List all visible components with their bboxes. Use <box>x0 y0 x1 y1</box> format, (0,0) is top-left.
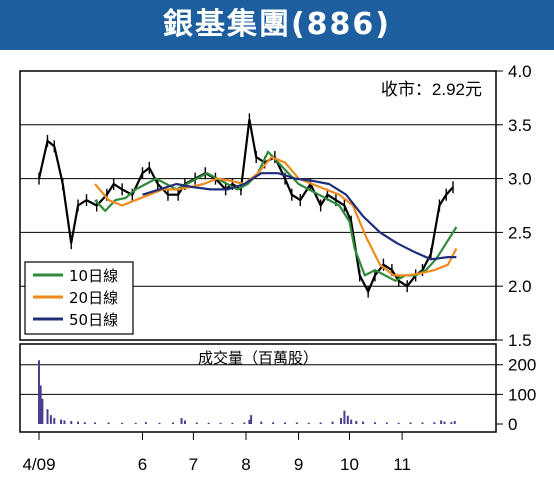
volume-bar <box>295 422 298 424</box>
price-tick-label: 1.5 <box>508 331 532 350</box>
legend-label: 50日線 <box>69 311 118 329</box>
close-price-label: 收市：2.92元 <box>381 80 482 99</box>
volume-bar <box>397 422 400 424</box>
ma-line-10日線 <box>94 150 458 282</box>
x-tick-label: 7 <box>189 455 198 474</box>
volume-bar <box>38 360 40 424</box>
volume-bar <box>433 422 436 424</box>
volume-bar <box>284 422 287 424</box>
price-line <box>37 119 454 295</box>
volume-bar <box>243 422 246 424</box>
volume-bar <box>63 420 66 424</box>
title-banner: 銀基集團(886) <box>0 0 554 50</box>
volume-title: 成交量（百萬股） <box>198 349 318 367</box>
volume-bar <box>385 422 388 424</box>
volume-bar <box>443 421 446 424</box>
volume-bar <box>41 398 44 424</box>
volume-bar <box>49 415 52 424</box>
volume-bar <box>343 410 346 424</box>
volume-bar <box>450 422 453 424</box>
volume-bar <box>60 419 63 424</box>
volume-bar <box>107 422 110 424</box>
legend-label: 10日線 <box>69 267 118 285</box>
volume-bar <box>121 422 124 424</box>
volume-bar <box>350 419 353 424</box>
volume-bar <box>219 422 222 424</box>
volume-bar <box>231 422 234 424</box>
volume-bar <box>340 418 343 424</box>
volume-bar <box>93 422 96 424</box>
price-tick-label: 3.5 <box>508 116 532 135</box>
volume-bar <box>373 422 376 424</box>
volume-bar <box>183 420 186 424</box>
legend-label: 20日線 <box>69 289 118 307</box>
price-frame <box>19 70 497 341</box>
volume-bar <box>355 421 358 424</box>
volume-bar <box>307 422 310 424</box>
ma-line-50日線 <box>142 172 457 261</box>
x-tick-label: 8 <box>241 455 250 474</box>
price-tick-label: 2.5 <box>508 223 532 242</box>
price-panel: 4.0 3.5 3.0 2.5 2.0 1.5 收市：2.92元 <box>19 62 532 350</box>
x-tick-label: 6 <box>138 455 147 474</box>
volume-bar <box>272 422 275 424</box>
volume-bar <box>362 421 365 424</box>
stock-title: 銀基集團(886) <box>162 7 392 42</box>
volume-bar <box>172 422 175 424</box>
volume-bar <box>440 420 443 424</box>
volume-bar <box>53 418 56 424</box>
volume-bar <box>453 421 456 424</box>
x-tick-label: 9 <box>294 455 303 474</box>
volume-panel: 成交量（百萬股） 200 100 0 <box>19 343 536 434</box>
volume-bar <box>260 421 263 424</box>
x-tick-label: 10 <box>340 455 359 474</box>
volume-bar <box>134 422 137 424</box>
price-tick-label: 4.0 <box>508 62 532 81</box>
x-axis: 4/09 6 7 8 9 10 11 <box>22 432 411 474</box>
price-tick-label: 2.0 <box>508 277 532 296</box>
volume-bar <box>331 421 334 424</box>
volume-bar <box>346 415 349 424</box>
volume-bar <box>409 422 412 424</box>
volume-bar <box>195 422 198 424</box>
volume-bar <box>207 422 210 424</box>
volume-bar <box>250 415 253 424</box>
price-tick-label: 3.0 <box>508 170 532 189</box>
volume-bar <box>319 422 322 424</box>
volume-bar <box>46 409 49 424</box>
volume-bar <box>77 421 80 424</box>
volume-bar <box>421 422 424 424</box>
legend: 10日線 20日線 50日線 <box>24 261 134 335</box>
ma-line-20日線 <box>94 156 458 277</box>
volume-tick-label: 200 <box>508 356 536 375</box>
volume-bar <box>83 422 86 424</box>
volume-bar <box>248 419 251 424</box>
volume-tick-label: 0 <box>508 415 517 434</box>
volume-bar <box>70 421 73 424</box>
x-tick-label: 4/09 <box>22 455 55 474</box>
volume-bar <box>144 422 147 424</box>
volume-bar <box>158 422 161 424</box>
volume-frame <box>19 343 497 433</box>
volume-tick-label: 100 <box>508 385 536 404</box>
volume-bar <box>180 418 183 424</box>
x-tick-label: 11 <box>393 455 411 474</box>
volume-bar <box>39 385 42 424</box>
